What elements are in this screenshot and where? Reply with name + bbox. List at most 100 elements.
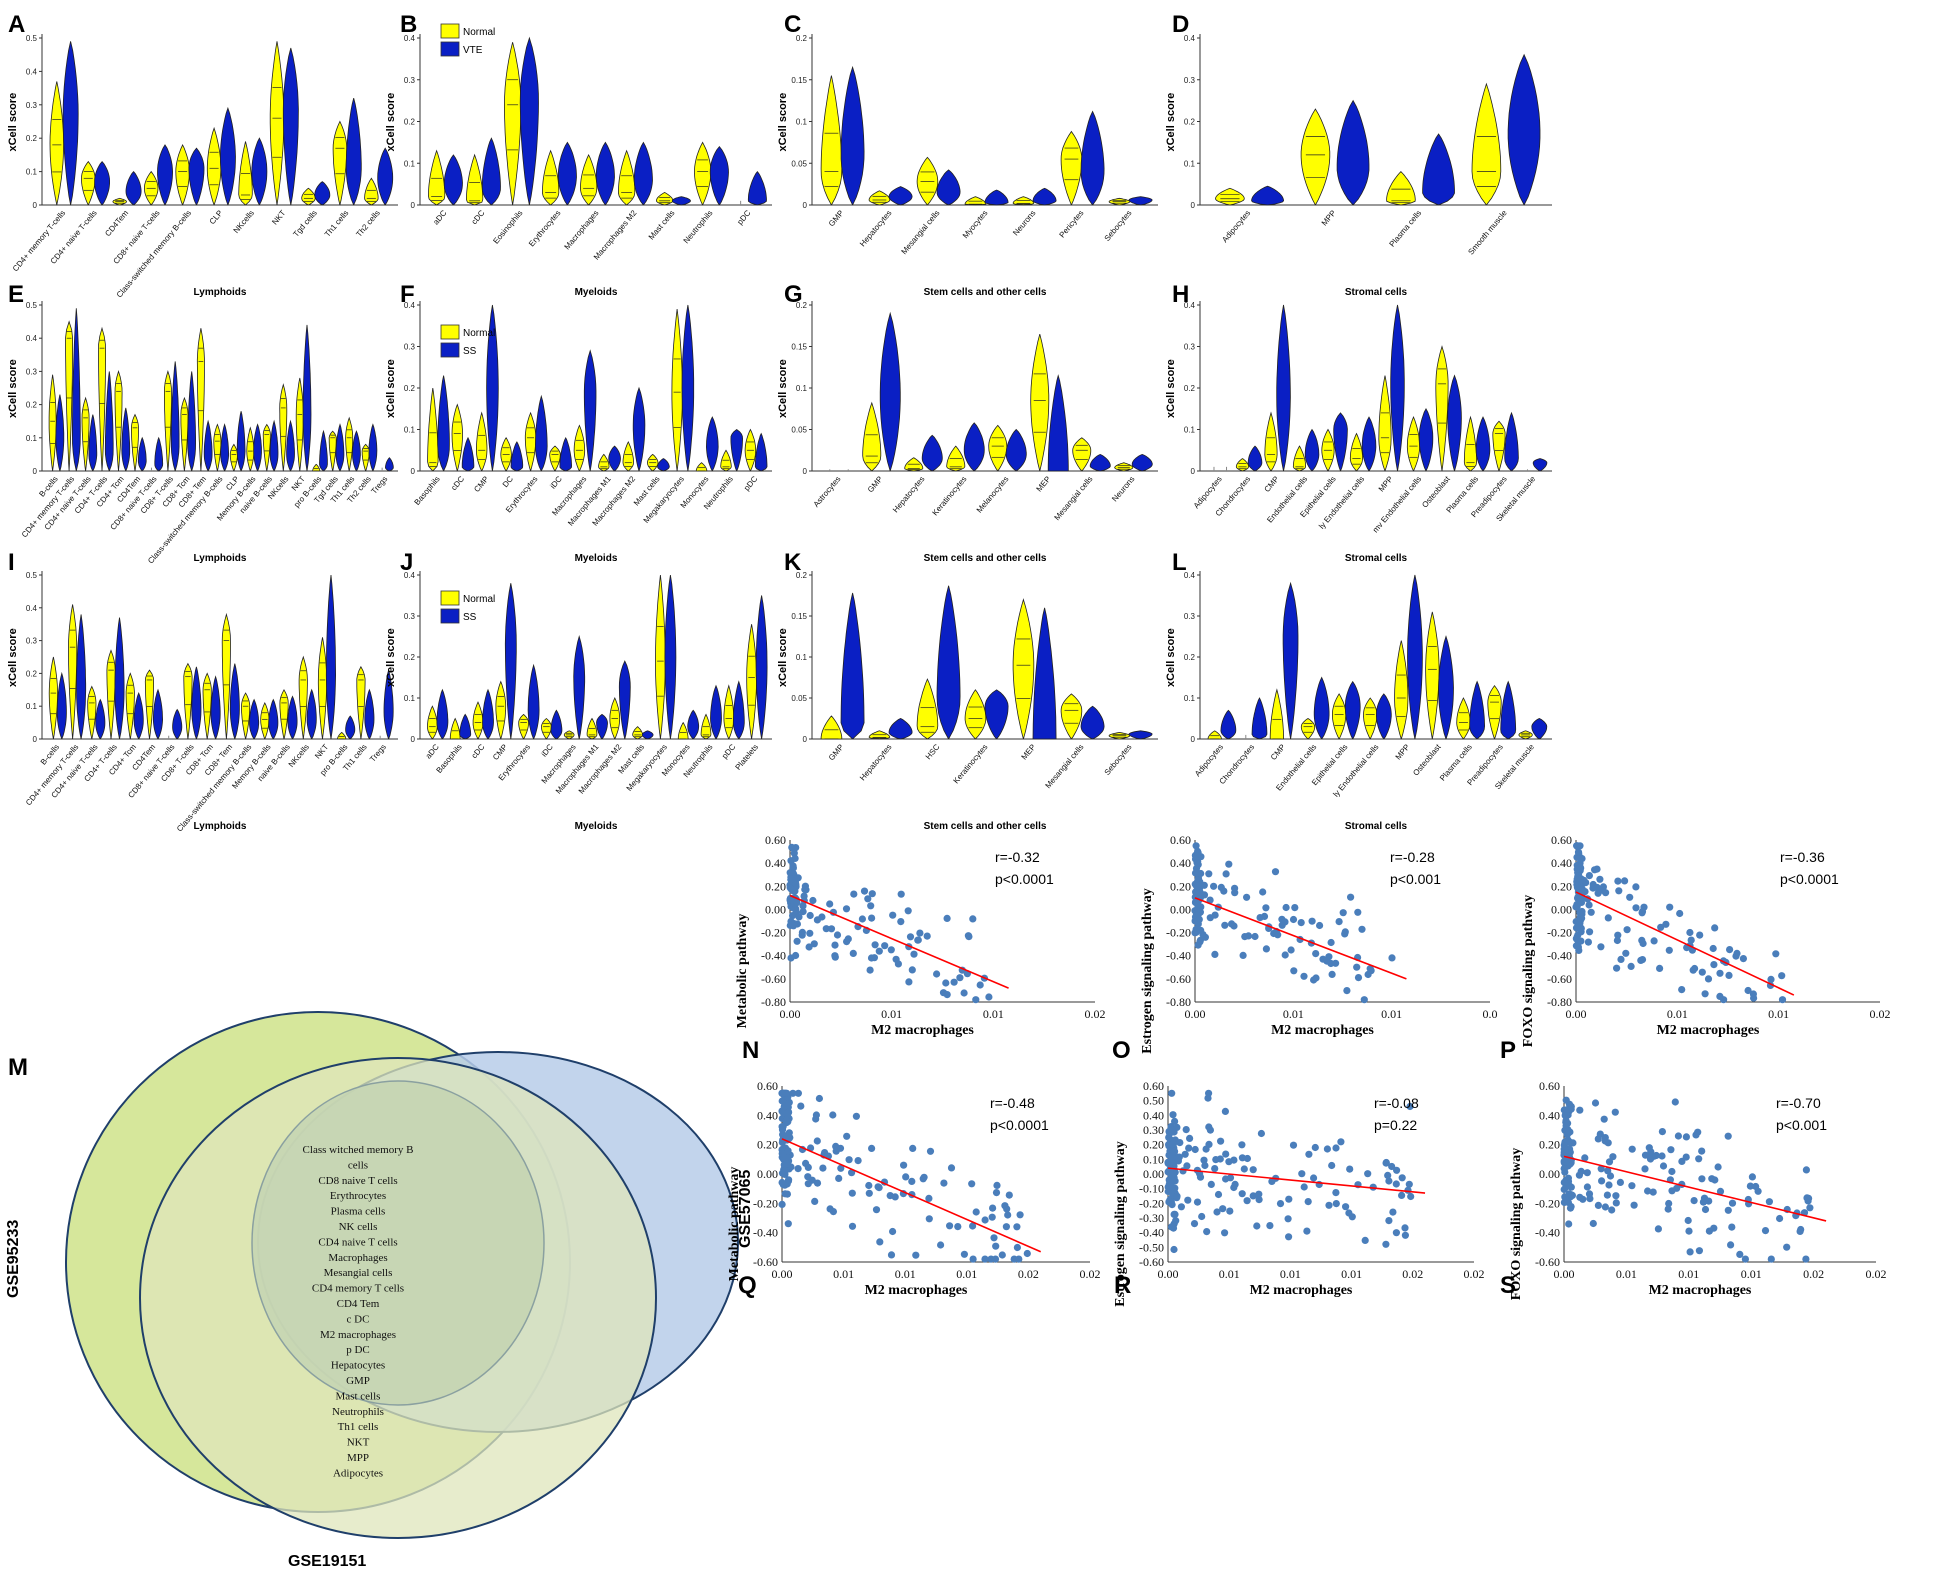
panel-label-g: G bbox=[784, 281, 803, 308]
y-tick-label: 0.60 bbox=[1539, 1079, 1560, 1093]
scatter-point bbox=[1676, 909, 1684, 918]
y-tick-label: 0.60 bbox=[1143, 1079, 1164, 1093]
violin-normal-cd4-tcm bbox=[125, 672, 135, 740]
scatter-point bbox=[778, 1178, 786, 1187]
category-label-macrophages: Macrophages bbox=[562, 209, 600, 252]
x-tick-label: 0.01 bbox=[1381, 1007, 1402, 1021]
scatter-point bbox=[1638, 956, 1647, 964]
x-axis-title: Stem cells and other cells bbox=[924, 287, 1047, 298]
scatter-point bbox=[1220, 887, 1228, 895]
scatter-point bbox=[1167, 1176, 1175, 1184]
correlation-p: p<0.001 bbox=[1390, 871, 1441, 887]
panel-q: Q0.600.400.200.00-0.20-0.40-0.600.00 0.01… bbox=[727, 1079, 1101, 1299]
scatter-point bbox=[1602, 889, 1610, 897]
y-tick-label: -0.40 bbox=[1547, 949, 1572, 963]
y-tick-label: 0 bbox=[1191, 735, 1196, 744]
scatter-point bbox=[812, 1111, 821, 1119]
scatter-point bbox=[832, 1142, 840, 1150]
category-label-mpp: MPP bbox=[1320, 209, 1338, 228]
scatter-point bbox=[866, 966, 874, 974]
scatter-point bbox=[1744, 986, 1752, 995]
y-tick-label: 0.1 bbox=[26, 168, 38, 177]
scatter-point bbox=[1686, 1248, 1694, 1256]
correlation-p: p<0.0001 bbox=[1780, 871, 1839, 887]
scatter-point bbox=[1312, 950, 1320, 958]
violin-ss-cd4-memory-t-cells bbox=[76, 614, 87, 740]
y-tick-label: 0.4 bbox=[1184, 571, 1196, 580]
scatter-point bbox=[1222, 1150, 1230, 1158]
scatter-point bbox=[852, 1112, 861, 1120]
panel-label-j: J bbox=[400, 549, 413, 576]
violin-normal-nkt bbox=[317, 637, 327, 740]
panel-label-f: F bbox=[400, 281, 415, 308]
scatter-point bbox=[916, 929, 924, 937]
violin-normal-erythrocytes bbox=[518, 713, 529, 740]
venn-item-cd8-naive-t-cells: CD8 naive T cells bbox=[318, 1175, 397, 1187]
x-tick-label: 0.02 bbox=[1080, 1267, 1101, 1281]
violin-normal-b-cells bbox=[48, 374, 57, 472]
category-label-osteoblast: Osteoblast bbox=[1411, 742, 1443, 778]
violin-vte-th2-cells bbox=[377, 147, 394, 206]
violin-ss-b-cells bbox=[56, 671, 67, 740]
scatter-point bbox=[1184, 1196, 1192, 1204]
category-label-clp: CLP bbox=[208, 209, 225, 227]
scatter-point bbox=[1767, 975, 1775, 984]
y-axis-title: xCell score bbox=[7, 359, 19, 418]
scatter-point bbox=[1173, 1192, 1181, 1200]
scatter-point bbox=[849, 949, 857, 958]
x-axis-title: M2 macrophages bbox=[865, 1283, 968, 1298]
violin-ss-hepatocytes bbox=[921, 434, 943, 472]
violin-ss-sebocytes bbox=[1128, 730, 1153, 740]
violin-normal-adipocytes bbox=[1215, 187, 1245, 206]
scatter-point bbox=[940, 1179, 948, 1187]
y-tick-label: 0.1 bbox=[796, 384, 808, 393]
scatter-point bbox=[1796, 1227, 1804, 1235]
category-label-pdc: pDC bbox=[720, 742, 737, 760]
violin-vte-smooth-muscle bbox=[1507, 53, 1541, 206]
scatter-point bbox=[1696, 931, 1704, 939]
scatter-point bbox=[1778, 972, 1786, 980]
scatter-point bbox=[1566, 1204, 1575, 1212]
y-tick-label: 0 bbox=[33, 735, 38, 744]
correlation-r: r=-0.28 bbox=[1390, 849, 1435, 865]
violin-ss-preadipocytes bbox=[1504, 411, 1519, 472]
y-tick-label: 0.15 bbox=[791, 343, 807, 352]
scatter-point bbox=[1568, 1191, 1576, 1199]
correlation-r: r=-0.36 bbox=[1780, 849, 1825, 865]
scatter-point bbox=[1341, 928, 1349, 936]
scatter-point bbox=[1214, 1190, 1223, 1199]
panel-f: F 0 0.1 0.2 0.3 0.4 xCell score Myeloids Basophi… bbox=[385, 281, 772, 564]
y-tick-label: 0.2 bbox=[26, 134, 38, 143]
y-tick-label: 0.05 bbox=[791, 694, 807, 703]
y-tick-label: 0.40 bbox=[1143, 1108, 1164, 1122]
scatter-point bbox=[1746, 1182, 1754, 1190]
scatter-point bbox=[845, 1156, 853, 1164]
scatter-point bbox=[778, 1149, 786, 1158]
scatter-point bbox=[1728, 1223, 1736, 1231]
violin-normal-hsc bbox=[916, 678, 939, 740]
scatter-point bbox=[794, 1165, 802, 1173]
scatter-point bbox=[1173, 1123, 1181, 1131]
violin-normal-mast-cells bbox=[655, 192, 674, 206]
venn-shared-list: Class witched memory B cells CD8 naive T c… bbox=[303, 1144, 414, 1479]
violin-normal-pro-b-cells bbox=[312, 463, 321, 472]
violin-ss-cd8-naive-t-cells bbox=[172, 708, 183, 740]
y-tick-label: 0.4 bbox=[1184, 34, 1196, 43]
scatter-point bbox=[1578, 907, 1586, 916]
category-label-platelets: Platelets bbox=[734, 743, 761, 772]
x-tick-label: 0.01 bbox=[1219, 1267, 1240, 1281]
scatter-point bbox=[1201, 1161, 1209, 1170]
scatter-point bbox=[1687, 936, 1695, 944]
scatter-point bbox=[1632, 883, 1640, 891]
scatter-point bbox=[867, 902, 875, 910]
violin-ss-platelets bbox=[755, 595, 768, 740]
violin-vte-tgd-cells bbox=[314, 181, 331, 206]
scatter-point bbox=[1598, 1177, 1606, 1185]
scatter-point bbox=[1312, 974, 1320, 982]
scatter-point bbox=[1665, 946, 1673, 954]
scatter-point bbox=[1270, 929, 1278, 938]
scatter-point bbox=[1328, 1161, 1336, 1170]
scatter-point bbox=[910, 950, 918, 958]
scatter-point bbox=[1300, 1183, 1308, 1191]
